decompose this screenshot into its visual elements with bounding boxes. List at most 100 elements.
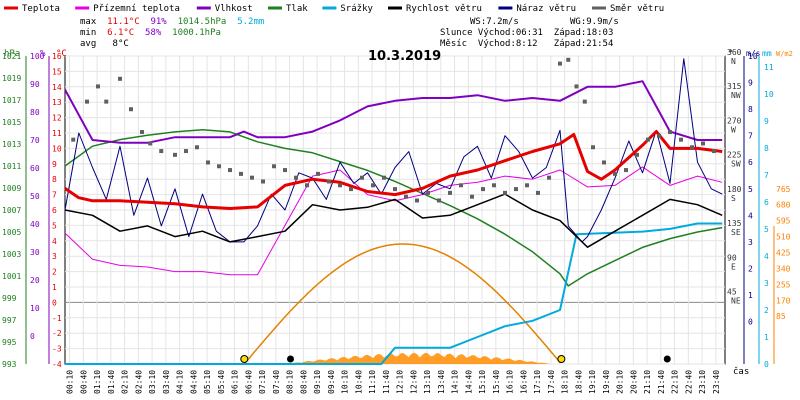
wind-direction-point [140, 130, 144, 135]
c-tick-label: -4 [52, 360, 62, 369]
wind-direction-point [349, 187, 353, 192]
x-tick-label: 17:40 [547, 370, 556, 394]
hpa-tick-label: 1011 [2, 162, 21, 171]
dir-tick-letter: NE [731, 297, 741, 306]
wm2-tick-label: 340 [776, 264, 791, 273]
ms-tick-label: 10 [748, 52, 758, 61]
pct-tick-label: 20 [30, 276, 40, 285]
stats-min: min 6.1°C 58% 1000.1hPa [80, 28, 221, 38]
x-tick-label: 23:10 [698, 370, 707, 394]
legend-label-4: Srážky [340, 4, 373, 14]
wind-direction-point [602, 160, 606, 165]
wind-direction-point [294, 175, 298, 180]
x-tick-label: 04:10 [176, 370, 185, 394]
wind-direction-point [613, 171, 617, 176]
c-tick-label: 16 [52, 52, 62, 61]
ms-tick-label: 7 [748, 132, 753, 141]
wind-direction-point [624, 168, 628, 173]
x-tick-label: 06:40 [244, 370, 253, 394]
x-tick-label: 10:40 [354, 370, 363, 394]
wind-direction-point [327, 179, 331, 184]
hpa-tick-label: 1003 [2, 250, 21, 259]
pct-tick-label: 100 [30, 52, 45, 61]
x-tick-label: 21:10 [643, 370, 652, 394]
c-tick-label: 10 [52, 144, 62, 153]
dir-tick-letter: SE [731, 228, 741, 237]
wind-direction-point [415, 198, 419, 203]
c-tick-label: 0 [52, 298, 57, 307]
wm2-tick-label: 170 [776, 296, 791, 305]
series-line-p-zemn-teplota [64, 166, 723, 276]
c-tick-label: 1 [52, 283, 57, 292]
x-tick-label: 05:10 [203, 370, 212, 394]
c-axis-label: °C [56, 49, 67, 59]
hpa-tick-label: 1013 [2, 140, 21, 149]
wind-direction-point [514, 187, 518, 192]
pct-tick-label: 10 [30, 304, 40, 313]
x-tick-label: 02:10 [121, 370, 130, 394]
hpa-tick-label: 1001 [2, 272, 21, 281]
dir-tick-value: 270 [727, 116, 742, 125]
x-tick-label: 10:10 [341, 370, 350, 394]
stats-wg: WG:9.9m/s [570, 17, 619, 27]
x-tick-label: 00:40 [79, 370, 88, 394]
x-tick-label: 15:10 [478, 370, 487, 394]
c-tick-label: 11 [52, 129, 62, 138]
wind-direction-point [85, 99, 89, 104]
wm2-axis-label: W/m2 [776, 50, 793, 58]
mm-tick-label: 1 [764, 333, 769, 342]
stats-ws: WS:7.2m/s [470, 17, 519, 27]
ms-tick-label: 5 [748, 185, 753, 194]
x-tick-label: 00:10 [66, 370, 75, 394]
series-line-vlhkost [64, 80, 723, 144]
sun-times: Slunce Východ:06:31 Západ:18:03 [440, 28, 614, 38]
stats-max: max 11.1°C 91% 1014.5hPa 5.2mm [80, 17, 265, 27]
hpa-tick-label: 999 [2, 294, 17, 303]
x-tick-label: 12:40 [409, 370, 418, 394]
dir-tick-letter: W [731, 125, 736, 134]
wind-direction-point [566, 57, 571, 62]
wm2-tick-label: 255 [776, 280, 791, 289]
wind-direction-point [206, 160, 210, 165]
dir-tick-value: 180 [727, 185, 742, 194]
legend-label-0: Teplota [22, 4, 60, 14]
x-tick-label: 17:10 [533, 370, 542, 394]
wind-direction-point [217, 164, 221, 169]
wind-direction-point [591, 145, 595, 150]
mm-tick-label: 7 [764, 171, 769, 180]
mm-tick-label: 3 [764, 279, 769, 288]
wind-direction-point [525, 183, 529, 188]
wind-direction-point [426, 190, 430, 195]
wind-direction-point [712, 149, 716, 154]
mm-tick-label: 10 [764, 90, 774, 99]
dir-tick-letter: SW [731, 160, 741, 169]
wind-direction-point [582, 99, 587, 104]
wind-direction-point [338, 183, 342, 188]
c-tick-label: 7 [52, 191, 57, 200]
series-line-sr-ky [65, 222, 723, 365]
legend-label-3: Tlak [286, 4, 308, 14]
wind-direction-point [129, 107, 133, 112]
dir-tick-value: 45 [727, 288, 737, 297]
mm-tick-label: 2 [764, 306, 769, 315]
c-tick-label: 3 [52, 252, 57, 261]
c-tick-label: 4 [52, 237, 57, 246]
legend-label-7: Směr větru [610, 4, 664, 14]
wind-direction-point [558, 61, 562, 66]
c-tick-label: 8 [52, 175, 57, 184]
wind-direction-point [679, 137, 683, 142]
stats-avg: avg 8°C [80, 39, 129, 49]
mm-tick-label: 11 [764, 63, 774, 72]
hpa-axis-label: hPa [4, 49, 20, 59]
wm2-tick-label: 680 [776, 201, 791, 210]
wind-direction-point [195, 145, 199, 150]
wind-direction-point [481, 187, 485, 192]
wind-direction-point [283, 168, 287, 173]
x-tick-label: 22:10 [671, 370, 680, 394]
x-tick-label: 14:40 [464, 370, 473, 394]
x-tick-label: 03:40 [162, 370, 171, 394]
x-tick-label: 11:10 [368, 370, 377, 394]
chart-title: 10.3.2019 [368, 49, 442, 64]
c-tick-label: 6 [52, 206, 57, 215]
